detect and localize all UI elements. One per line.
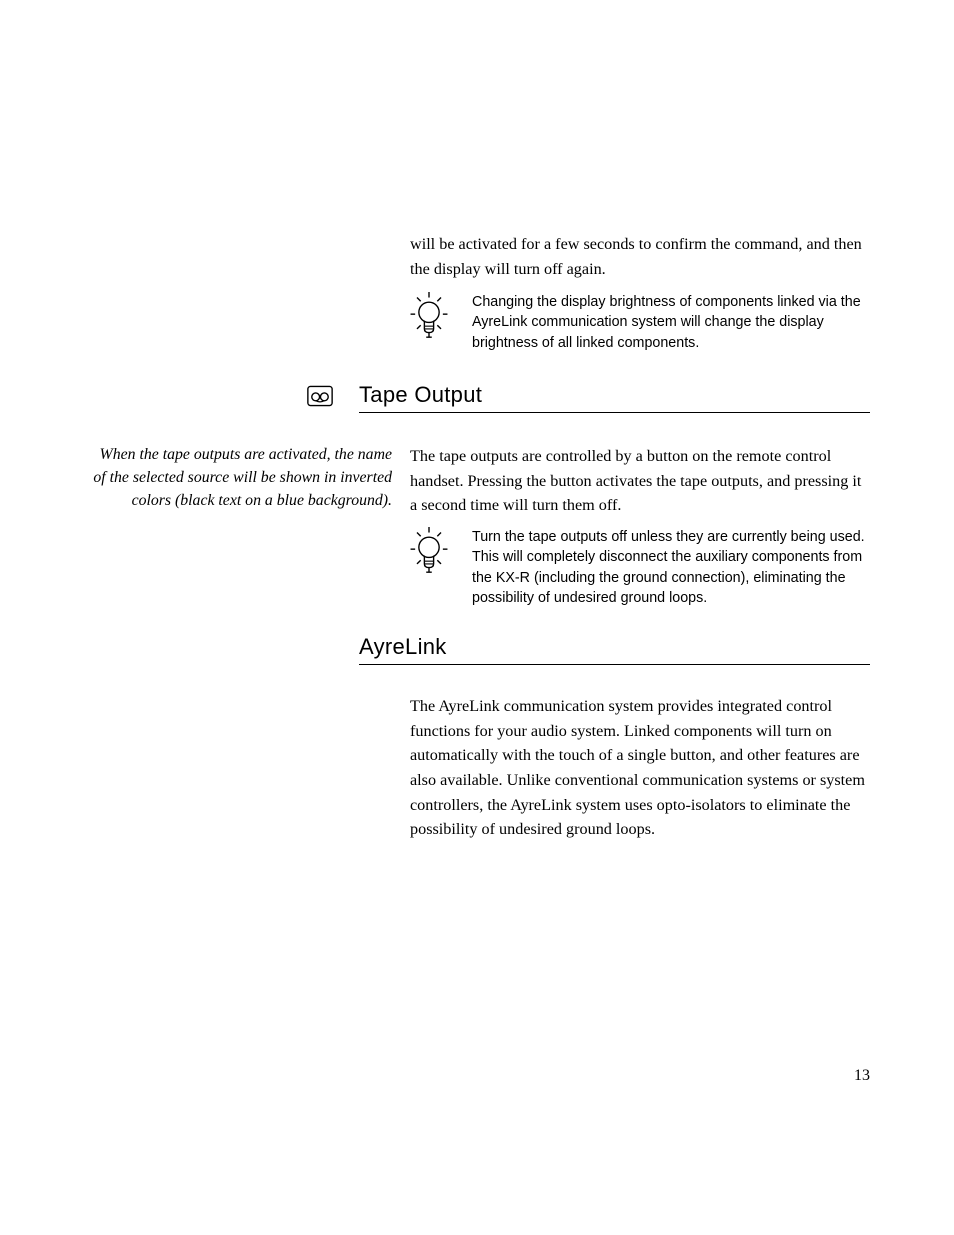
tip-1-text: Changing the display brightness of compo…	[472, 292, 870, 353]
intro-paragraph: will be activated for a few seconds to c…	[410, 232, 870, 281]
ayrelink-body-block: The AyreLink communication system provid…	[410, 694, 870, 842]
tip-1: Changing the display brightness of compo…	[410, 292, 870, 353]
side-note-tape: When the tape outputs are activated, the…	[90, 444, 392, 513]
section-ayrelink: AyreLink	[359, 634, 870, 665]
tape-output-body: The tape outputs are controlled by a but…	[410, 444, 870, 518]
lightbulb-icon	[410, 527, 448, 575]
intro-block: will be activated for a few seconds to c…	[410, 232, 870, 281]
ayrelink-body: The AyreLink communication system provid…	[410, 694, 870, 842]
section-tape-output: Tape Output	[359, 382, 870, 413]
tip-2-text: Turn the tape outputs off unless they ar…	[472, 527, 870, 608]
page-number: 13	[854, 1067, 870, 1085]
side-note-text: When the tape outputs are activated, the…	[90, 444, 392, 513]
page: will be activated for a few seconds to c…	[0, 0, 954, 1235]
heading-ayrelink: AyreLink	[359, 634, 447, 659]
tape-output-body-block: The tape outputs are controlled by a but…	[410, 444, 870, 518]
lightbulb-icon	[410, 292, 448, 340]
tape-icon	[307, 385, 333, 407]
heading-tape-output: Tape Output	[359, 382, 482, 407]
tip-2: Turn the tape outputs off unless they ar…	[410, 527, 870, 608]
